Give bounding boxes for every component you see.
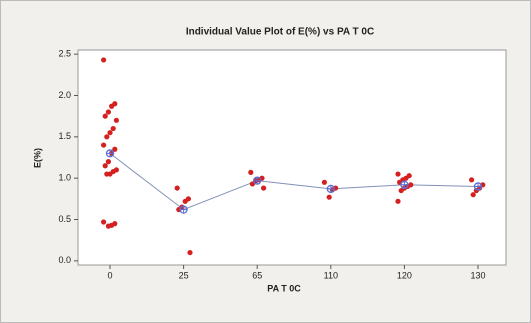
x-axis-title: PA T 0C <box>267 283 301 293</box>
data-point <box>395 171 401 177</box>
data-point <box>105 159 111 165</box>
x-tick-label: 110 <box>324 270 338 280</box>
data-point <box>261 185 267 191</box>
data-point <box>470 192 476 198</box>
data-point <box>102 163 108 169</box>
y-tick-label: 2.5 <box>58 49 71 59</box>
data-point <box>182 198 188 204</box>
x-tick-label: 130 <box>470 270 485 280</box>
data-point <box>104 134 110 140</box>
x-tick-label: 120 <box>397 270 412 280</box>
data-point <box>107 130 113 136</box>
x-tick-label: 0 <box>107 270 112 280</box>
data-point <box>101 219 107 225</box>
y-tick-label: 1.0 <box>58 173 71 183</box>
data-point <box>101 142 107 148</box>
y-tick-label: 2.0 <box>58 90 71 100</box>
y-tick-label: 0.5 <box>58 214 71 224</box>
data-point <box>101 57 107 63</box>
data-point <box>174 185 180 191</box>
data-point <box>398 187 404 194</box>
data-point <box>105 223 111 229</box>
mean-marker <box>179 205 188 214</box>
y-axis-title: E(%) <box>32 148 42 168</box>
data-point <box>112 146 118 152</box>
data-point <box>395 198 401 204</box>
mean-marker <box>473 182 483 191</box>
chart-title: Individual Value Plot of E(%) vs PA T 0C <box>186 27 374 38</box>
data-point <box>187 249 193 256</box>
mean-marker <box>253 176 262 185</box>
y-tick-label: 1.5 <box>58 131 71 141</box>
mean-marker <box>105 149 115 158</box>
data-point <box>104 171 110 177</box>
data-point <box>321 179 327 185</box>
mean-marker <box>326 184 335 194</box>
data-point <box>109 103 115 109</box>
data-point <box>110 125 116 132</box>
data-point <box>248 169 254 175</box>
mean-line <box>109 152 479 211</box>
data-point <box>326 194 332 200</box>
x-tick-label: 65 <box>252 270 262 280</box>
mean-marker <box>400 180 409 189</box>
data-point <box>469 177 475 183</box>
plot-area <box>77 49 507 266</box>
data-point <box>113 117 119 123</box>
data-point <box>102 113 108 119</box>
y-tick-label: 0.0 <box>58 255 71 265</box>
x-tick-label: 25 <box>179 270 189 280</box>
data-point <box>105 109 111 115</box>
